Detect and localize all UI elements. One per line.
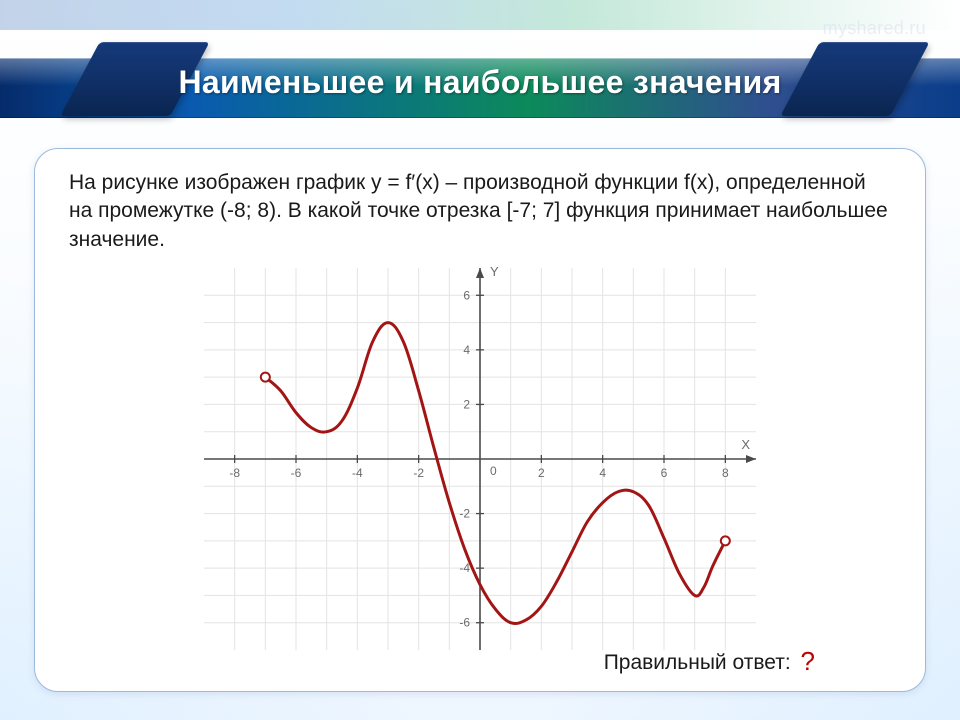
- svg-text:2: 2: [463, 397, 470, 411]
- problem-text: На рисунке изображен график y = f′(x) – …: [69, 169, 891, 254]
- top-decorative-strip: [0, 0, 960, 30]
- derivative-chart: -8-6-4-22468-6-4-22460XY: [200, 264, 760, 654]
- svg-text:2: 2: [538, 466, 545, 480]
- svg-text:-8: -8: [229, 466, 240, 480]
- svg-text:Y: Y: [490, 264, 499, 279]
- svg-text:-4: -4: [352, 466, 363, 480]
- svg-text:-2: -2: [413, 466, 424, 480]
- svg-text:-6: -6: [291, 466, 302, 480]
- svg-text:X: X: [741, 437, 750, 452]
- answer-symbol: ?: [801, 646, 815, 676]
- svg-text:6: 6: [463, 288, 470, 302]
- svg-text:0: 0: [490, 464, 497, 478]
- svg-text:-2: -2: [459, 507, 470, 521]
- answer-label: Правильный ответ:: [604, 651, 791, 674]
- page-title: Наименьшее и наибольшее значения: [0, 64, 960, 101]
- watermark-text: myshared.ru: [823, 18, 926, 39]
- svg-text:4: 4: [463, 343, 470, 357]
- answer-row: Правильный ответ: ?: [604, 646, 815, 677]
- chart-container: -8-6-4-22468-6-4-22460XY: [200, 264, 760, 654]
- title-bar: Наименьшее и наибольшее значения: [0, 50, 960, 124]
- svg-text:8: 8: [722, 466, 729, 480]
- svg-text:-6: -6: [459, 616, 470, 630]
- svg-text:4: 4: [599, 466, 606, 480]
- svg-text:6: 6: [661, 466, 668, 480]
- slide: myshared.ru Наименьшее и наибольшее знач…: [0, 0, 960, 720]
- content-card: На рисунке изображен график y = f′(x) – …: [34, 148, 926, 692]
